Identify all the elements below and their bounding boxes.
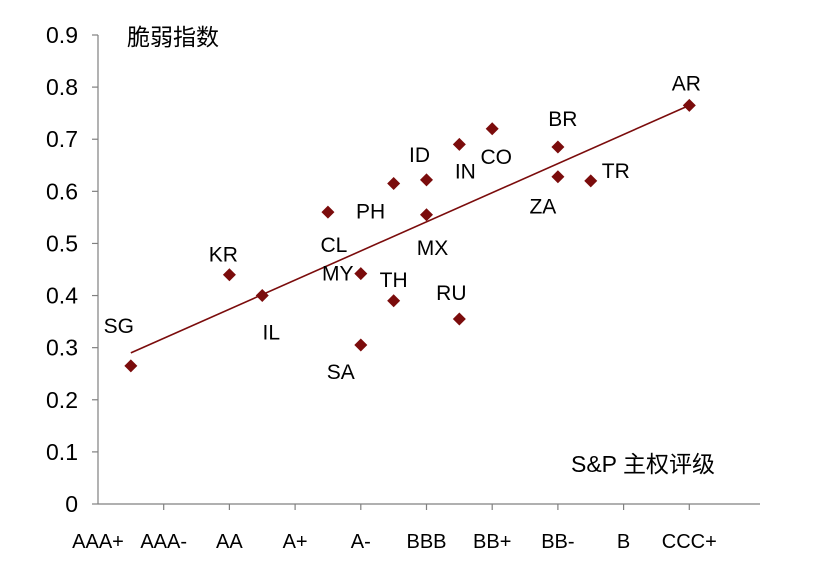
y-tick-label: 0 <box>65 491 78 517</box>
data-point-sa <box>354 338 368 352</box>
point-label-cl: CL <box>321 234 348 257</box>
y-tick-label: 0.5 <box>46 230 78 256</box>
data-point-ru <box>452 312 466 326</box>
point-label-kr: KR <box>209 244 238 267</box>
point-label-za: ZA <box>529 196 556 219</box>
x-tick-label: A- <box>351 531 371 553</box>
point-label-il: IL <box>262 322 280 345</box>
point-label-tr: TR <box>602 160 630 183</box>
x-tick-label: AAA- <box>140 531 187 553</box>
data-points <box>124 98 696 373</box>
data-point-ar <box>682 98 696 112</box>
y-tick-label: 0.6 <box>46 178 78 204</box>
trendline <box>130 104 690 354</box>
trendline-group <box>130 104 690 354</box>
x-tick-label: A+ <box>283 531 308 553</box>
data-point-my <box>354 267 368 281</box>
x-tick-label: CCC+ <box>662 531 717 553</box>
x-tick-label: AA <box>216 531 243 553</box>
point-label-id: ID <box>409 144 430 167</box>
point-label-mx: MX <box>417 237 449 260</box>
y-tick-label: 0.4 <box>46 283 78 309</box>
x-axis-title: S&P 主权评级 <box>571 451 715 477</box>
x-tick-label: BB- <box>541 531 574 553</box>
point-label-sg: SG <box>104 315 134 338</box>
x-tick-label: BBB <box>406 531 446 553</box>
data-point-ph <box>387 177 401 191</box>
point-labels: SG KR IL CL MY SA PH TH ID MX IN RU CO BR ZA TR AR <box>104 72 701 384</box>
point-label-my: MY <box>322 263 354 286</box>
point-label-sa: SA <box>327 361 355 384</box>
y-tick-label: 0.8 <box>46 74 78 100</box>
data-point-il <box>255 289 269 303</box>
y-tick-label: 0.7 <box>46 126 78 152</box>
data-point-id <box>420 173 433 187</box>
point-label-in: IN <box>455 160 476 183</box>
y-tick-label: 0.2 <box>46 387 78 413</box>
data-point-th <box>387 294 401 308</box>
x-tick-label: AAA+ <box>72 531 124 553</box>
data-point-cl <box>321 205 335 219</box>
point-label-co: CO <box>480 146 512 169</box>
y-tick-label: 0.3 <box>46 335 78 361</box>
data-point-in <box>452 137 466 151</box>
data-point-za <box>551 170 565 184</box>
point-label-ar: AR <box>672 72 701 95</box>
chart-title: 脆弱指数 <box>127 24 219 50</box>
point-label-ru: RU <box>436 282 466 305</box>
data-point-tr <box>584 174 598 188</box>
data-point-kr <box>222 268 236 282</box>
point-label-br: BR <box>548 108 577 131</box>
data-point-mx <box>420 208 433 222</box>
point-label-ph: PH <box>356 201 385 224</box>
y-tick-label: 0.9 <box>46 22 78 48</box>
x-tick-label: B <box>617 531 630 553</box>
y-tick-label: 0.1 <box>46 439 78 465</box>
data-point-co <box>485 122 499 136</box>
x-tick-label: BB+ <box>473 531 511 553</box>
data-point-sg <box>124 359 138 373</box>
point-label-th: TH <box>380 269 408 292</box>
data-point-br <box>551 140 565 154</box>
